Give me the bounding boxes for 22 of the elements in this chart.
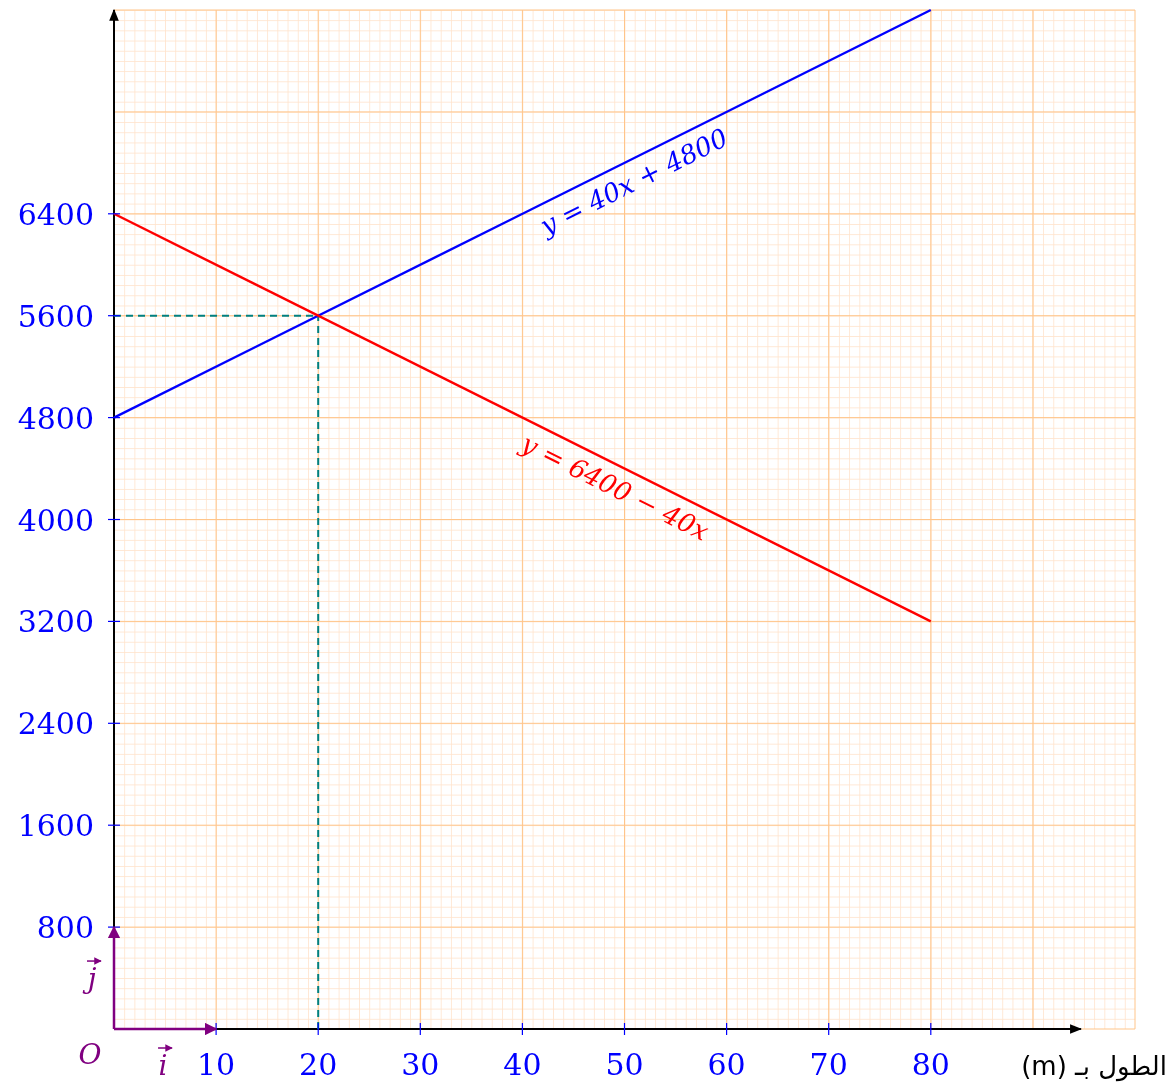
- x-tick-label: 60: [707, 1047, 746, 1082]
- y-tick-label: 5600: [17, 298, 94, 334]
- annotation: y = 40x + 4800: [534, 122, 733, 242]
- y-tick-label: 4000: [17, 502, 94, 538]
- y-tick-label: 800: [36, 910, 94, 946]
- y-tick-label: 6400: [17, 196, 94, 232]
- x-tick-label: 10: [197, 1047, 236, 1082]
- x-tick-label: 80: [911, 1047, 950, 1082]
- x-tick-label: 70: [809, 1047, 848, 1082]
- x-tick-label: 30: [401, 1047, 440, 1082]
- y-tick-label: 4800: [17, 400, 94, 436]
- text: O: [78, 1038, 102, 1071]
- x-tick-label: 40: [503, 1047, 542, 1082]
- y-tick-label: 2400: [17, 706, 94, 742]
- y-tick-label: 1600: [17, 808, 94, 844]
- y-tick-label: 3200: [17, 604, 94, 640]
- annotation: y = 6400 − 40x: [515, 427, 714, 547]
- x-axis-title: الطول بـ (m): [1021, 1051, 1167, 1082]
- x-tick-label: 50: [605, 1047, 644, 1082]
- text: i: [158, 1049, 168, 1082]
- text: j: [81, 962, 97, 996]
- x-tick-label: 20: [299, 1047, 338, 1082]
